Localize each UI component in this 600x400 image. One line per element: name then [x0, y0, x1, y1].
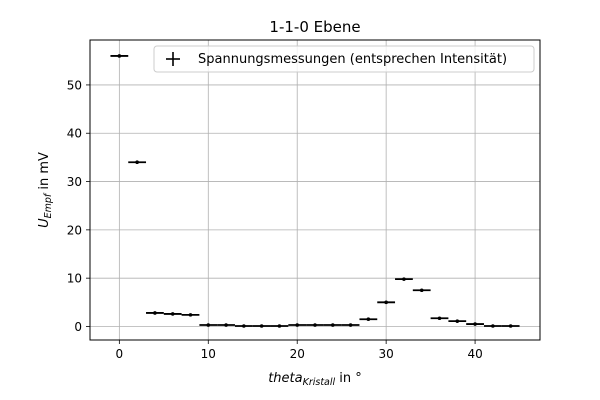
- data-point: [252, 324, 271, 328]
- data-point: [323, 323, 342, 327]
- data-point: [110, 54, 129, 58]
- y-tick-label: 10: [67, 272, 82, 286]
- data-marker: [242, 324, 246, 328]
- legend-box: [153, 45, 535, 73]
- data-marker: [188, 313, 193, 317]
- data-point: [146, 311, 164, 315]
- x-axis-label: thetaKristall in °: [268, 371, 362, 388]
- x-tick-label: 0: [116, 347, 124, 361]
- data-point: [163, 312, 182, 316]
- data-point: [128, 160, 147, 165]
- y-axis-label: UEmpf in mV: [37, 152, 54, 228]
- data-point: [448, 319, 467, 323]
- y-axis-label-main: U: [37, 218, 52, 228]
- x-axis-label-suffix: in °: [335, 371, 362, 386]
- data-marker: [295, 323, 300, 327]
- y-tick-label: 50: [67, 78, 82, 92]
- data-point: [270, 324, 289, 328]
- data-point: [395, 277, 413, 281]
- y-axis-label-sub: Empf: [43, 192, 54, 218]
- x-tick-label: 10: [201, 347, 216, 361]
- data-point: [359, 317, 378, 322]
- data-marker: [384, 300, 388, 305]
- data-marker: [473, 322, 477, 326]
- y-tick-label: 40: [67, 127, 82, 141]
- data-point: [483, 324, 502, 328]
- legend-label: Spannungsmessungen (entsprechen Intensit…: [198, 52, 507, 67]
- x-tick-label: 40: [467, 347, 482, 361]
- legend-marker: [166, 52, 180, 66]
- data-marker: [259, 324, 264, 328]
- data-marker: [313, 323, 317, 327]
- data-marker: [170, 312, 175, 316]
- y-tick-label: 30: [67, 175, 82, 189]
- data-marker: [117, 54, 122, 58]
- data-point: [412, 288, 431, 293]
- data-marker: [224, 323, 228, 327]
- y-tick-label: 0: [74, 320, 82, 334]
- data-point: [217, 323, 235, 327]
- data-marker: [206, 323, 211, 327]
- x-axis-label-sub: Kristall: [303, 377, 336, 388]
- data-marker: [135, 160, 139, 165]
- data-marker: [153, 311, 157, 315]
- y-tick-label: 20: [67, 223, 82, 237]
- data-point: [341, 323, 360, 327]
- data-marker: [437, 316, 442, 321]
- x-tick-label: 30: [379, 347, 394, 361]
- data-marker: [366, 317, 371, 322]
- data-marker: [277, 324, 282, 328]
- data-point: [501, 324, 520, 328]
- plot-frame: [89, 39, 541, 341]
- data-marker: [402, 277, 406, 281]
- data-point: [288, 323, 307, 327]
- data-point: [430, 316, 449, 321]
- data-marks: [110, 54, 520, 328]
- data-marker: [348, 323, 353, 327]
- data-point: [306, 323, 324, 327]
- data-point: [234, 324, 253, 328]
- data-point: [377, 300, 396, 305]
- chart-title: 1-1-0 Ebene: [269, 18, 360, 36]
- data-marker: [419, 288, 424, 293]
- x-axis-label-main: theta: [268, 371, 302, 386]
- axis-ticks: 0 10 20 30 40 0 10 20 30 40 50: [67, 78, 483, 361]
- y-axis-label-suffix: in mV: [37, 152, 52, 194]
- x-tick-label: 20: [290, 347, 305, 361]
- legend: Spannungsmessungen (entsprechen Intensit…: [153, 45, 535, 73]
- grid-lines: [90, 40, 540, 340]
- data-point: [181, 313, 200, 317]
- data-marker: [491, 324, 495, 328]
- data-marker: [455, 319, 460, 323]
- data-point: [466, 322, 484, 326]
- data-point: [199, 323, 218, 327]
- data-marker: [508, 324, 513, 328]
- data-marker: [330, 323, 335, 327]
